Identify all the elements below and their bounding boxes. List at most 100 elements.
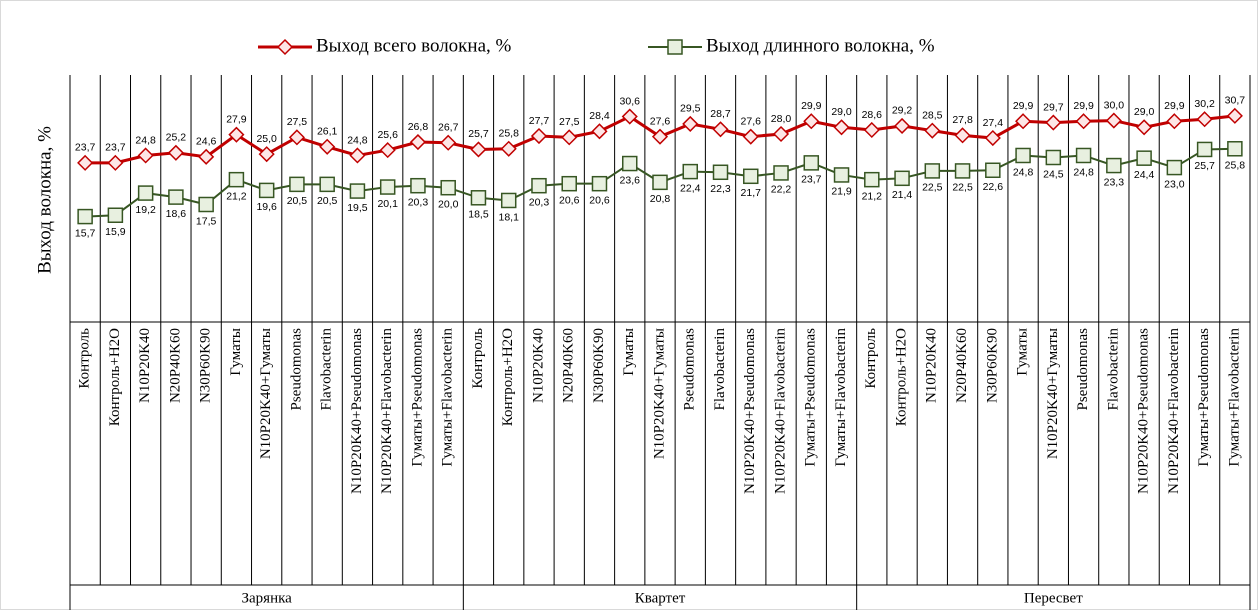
data-label: 29,0 [831, 106, 852, 118]
data-label: 21,4 [892, 189, 913, 201]
marker [561, 129, 578, 146]
x-tick-label: N10P20K40 [924, 328, 940, 403]
y-axis-title: Выход волокна, % [34, 126, 55, 274]
x-tick-label: Flavobacterin [712, 328, 728, 411]
x-tick-label: N10P20K40+Гуматы [258, 328, 274, 459]
marker [409, 133, 427, 151]
data-label: 30,2 [1194, 98, 1215, 110]
x-tick-label: N10P20K40+Flavobacterin [772, 328, 788, 494]
marker [742, 128, 759, 145]
data-label: 20,3 [408, 196, 429, 208]
x-tick-label: N10P20K40+Pseudomonas [1136, 328, 1152, 494]
x-tick-label: Контроль+H2O [893, 328, 909, 426]
marker [893, 117, 911, 135]
legend-label: Выход длинного волокна, % [706, 35, 935, 56]
marker [773, 165, 789, 181]
marker [288, 129, 305, 146]
data-label: 27,8 [952, 114, 973, 126]
x-tick-label: Контроль+H2O [107, 328, 123, 426]
group-label: Пересвет [1024, 590, 1083, 606]
data-label: 28,7 [710, 108, 731, 120]
data-label: 25,0 [256, 133, 277, 145]
marker [379, 142, 396, 159]
marker [198, 196, 214, 213]
marker [1015, 113, 1032, 130]
marker [440, 134, 457, 151]
data-label: 22,2 [771, 184, 792, 196]
data-label: 18,6 [166, 208, 187, 220]
data-label: 20,6 [559, 194, 580, 206]
marker [530, 127, 548, 145]
data-label: 20,5 [317, 195, 338, 207]
data-label: 23,7 [801, 174, 822, 186]
data-label: 24,8 [135, 134, 156, 146]
legend-marker [667, 39, 683, 55]
marker [1166, 113, 1183, 130]
x-tick-label: N10P20K40 [530, 328, 546, 403]
x-tick-label: Гуматы+Pseudomonas [409, 328, 425, 467]
data-label: 18,5 [468, 209, 489, 221]
x-tick-label: Pseudomonas [1075, 328, 1091, 411]
data-label: 27,6 [650, 115, 671, 127]
marker [1136, 119, 1153, 136]
x-tick-label: N30P60K90 [984, 328, 1000, 403]
marker [803, 155, 820, 171]
marker [319, 138, 336, 155]
data-label: 22,3 [710, 183, 731, 195]
data-label: 28,0 [771, 113, 792, 125]
x-tick-label: N20P40K60 [954, 328, 970, 403]
group-label: Квартет [635, 590, 686, 606]
marker [228, 171, 245, 188]
marker [864, 171, 880, 188]
group-label: Зарянка [242, 590, 293, 606]
marker [289, 176, 305, 193]
data-label: 19,2 [135, 204, 156, 216]
data-label: 27,5 [559, 116, 580, 128]
marker [894, 170, 910, 187]
marker [1105, 112, 1122, 129]
data-label: 25,8 [1225, 160, 1246, 172]
marker [410, 177, 426, 194]
data-label: 21,7 [741, 187, 762, 199]
x-tick-label: Гуматы [228, 328, 244, 376]
x-tick-label: Flavobacterin [319, 328, 335, 411]
data-label: 29,0 [1134, 106, 1155, 118]
x-tick-label: Гуматы+Pseudomonas [803, 328, 819, 467]
data-label: 20,3 [529, 196, 550, 208]
x-tick-label: N10P20K40+Flavobacterin [1166, 328, 1182, 494]
marker [349, 183, 366, 199]
data-label: 24,8 [1073, 166, 1094, 178]
marker [833, 119, 850, 136]
x-tick-label: Контроль+H2O [500, 328, 516, 426]
data-label: 22,6 [983, 181, 1004, 193]
marker [561, 175, 577, 192]
marker [682, 163, 699, 180]
data-label: 18,1 [498, 211, 519, 223]
marker [652, 174, 668, 191]
data-label: 23,6 [620, 174, 641, 186]
marker [863, 121, 880, 139]
x-tick-label: Pseudomonas [682, 328, 698, 411]
x-tick-label: N10P20K40+Гуматы [651, 328, 667, 459]
data-label: 22,5 [952, 182, 973, 194]
marker [1196, 111, 1213, 128]
marker [440, 179, 456, 196]
data-label: 27,9 [226, 113, 247, 125]
x-tick-label: N20P40K60 [561, 328, 577, 403]
data-label: 27,5 [287, 116, 308, 128]
data-label: 27,4 [983, 117, 1004, 129]
data-label: 28,6 [862, 109, 883, 121]
data-label: 29,2 [892, 105, 913, 117]
marker [1045, 149, 1062, 166]
data-label: 17,5 [196, 215, 217, 227]
data-label: 29,9 [1013, 100, 1034, 112]
data-label: 24,8 [1013, 166, 1034, 178]
marker [712, 121, 729, 138]
x-tick-label: N10P20K40+Flavobacterin [379, 328, 395, 494]
data-label: 15,9 [105, 226, 126, 238]
data-label: 21,9 [831, 186, 852, 198]
marker [107, 154, 124, 171]
marker [198, 148, 215, 165]
data-label: 23,0 [1164, 178, 1185, 190]
